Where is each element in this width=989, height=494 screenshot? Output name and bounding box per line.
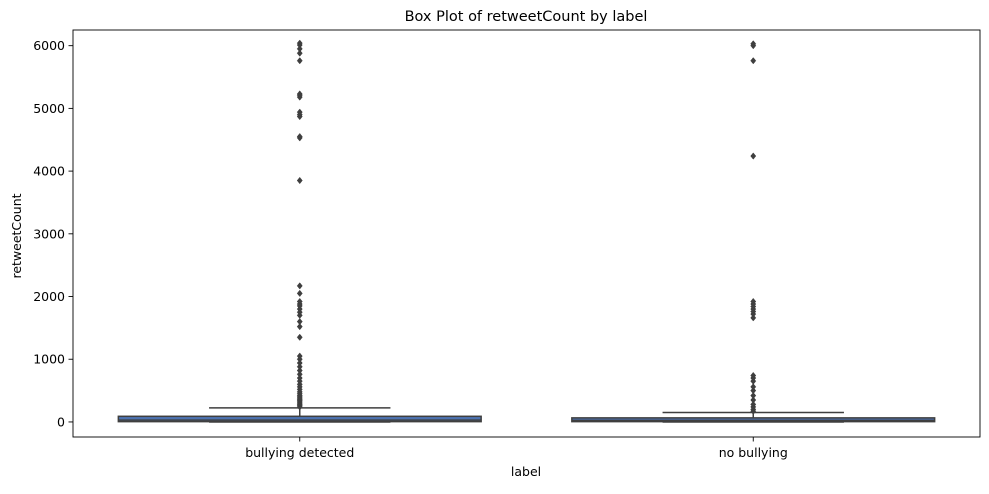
outlier-point: [750, 314, 757, 322]
box-iqr: [117, 415, 482, 423]
y-tick-label: 5000: [33, 101, 65, 116]
outlier-point: [296, 133, 303, 141]
outlier-point: [296, 39, 303, 47]
outlier-point: [296, 318, 303, 326]
outlier-point: [750, 400, 757, 408]
outlier-point: [296, 323, 303, 331]
outlier-point: [296, 282, 303, 290]
y-tick-label: 0: [57, 414, 65, 429]
y-tick-label: 6000: [33, 38, 65, 53]
outlier-point: [750, 383, 757, 391]
outlier-point: [296, 352, 303, 360]
x-tick-label: bullying detected: [245, 445, 354, 460]
x-tick-label: no bullying: [719, 445, 788, 460]
y-tick-label: 4000: [33, 164, 65, 179]
outlier-point: [750, 371, 757, 380]
outlier-point: [296, 108, 303, 116]
box-group: [117, 39, 482, 423]
x-axis-ticks: bullying detected no bullying: [245, 437, 788, 460]
outlier-point: [296, 363, 303, 371]
box-group: [571, 40, 936, 423]
y-tick-label: 2000: [33, 289, 65, 304]
outlier-point: [750, 152, 757, 160]
outlier-point: [296, 289, 303, 297]
outlier-point: [750, 57, 757, 65]
x-axis-label: label: [511, 464, 541, 479]
outlier-point: [750, 392, 757, 400]
outlier-point: [296, 176, 303, 185]
outlier-point: [296, 49, 303, 57]
plot-frame: [72, 29, 981, 438]
y-tick-label: 3000: [33, 226, 65, 241]
y-axis-label: retweetCount: [9, 193, 24, 278]
outlier-point: [296, 57, 303, 65]
outlier-point: [296, 45, 303, 53]
outlier-point: [296, 90, 303, 98]
boxes-layer: [117, 39, 936, 423]
outlier-point: [296, 366, 303, 375]
outlier-point: [750, 40, 757, 48]
outlier-point: [296, 333, 303, 341]
outlier-point: [296, 359, 303, 367]
y-axis-ticks: 0 1000 2000 3000 4000 5000 6000: [33, 38, 73, 429]
outlier-point: [296, 374, 303, 382]
outlier-point: [750, 396, 757, 404]
outlier-point: [750, 297, 757, 306]
outlier-point: [750, 386, 757, 395]
outlier-point: [296, 370, 303, 378]
chart-title: Box Plot of retweetCount by label: [405, 9, 648, 25]
outlier-point: [296, 297, 303, 306]
y-tick-label: 1000: [33, 352, 65, 367]
